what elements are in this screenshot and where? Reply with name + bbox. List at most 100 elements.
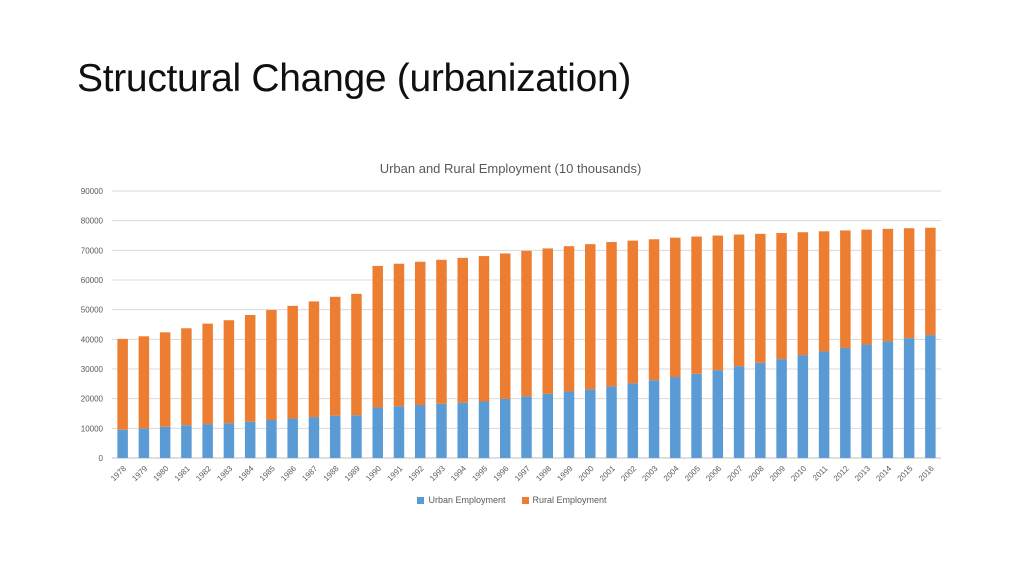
bar-2007-urban <box>733 366 745 458</box>
y-axis-tick-0: 0 <box>99 454 104 463</box>
bar-2006-urban <box>712 370 724 458</box>
bar-1998-urban <box>542 393 554 458</box>
bar-1995-rural <box>478 256 490 402</box>
bar-1978-rural <box>117 338 128 430</box>
bar-2015-urban <box>903 338 915 458</box>
x-axis-tick-2016: 2016 <box>917 464 936 483</box>
x-axis-tick-2012: 2012 <box>832 464 851 483</box>
bar-1990-urban <box>372 407 383 458</box>
bar-1981-urban <box>181 425 192 458</box>
legend-swatch-rural-icon <box>521 496 529 504</box>
legend-swatch-urban-icon <box>417 496 425 504</box>
legend-item-rural: Rural Employment <box>521 495 607 505</box>
x-axis-tick-1991: 1991 <box>385 464 404 483</box>
y-axis-tick-50000: 50000 <box>81 306 104 315</box>
bar-2016-rural <box>925 227 936 336</box>
bar-1996-rural <box>499 253 511 399</box>
bar-2000-urban <box>585 389 596 458</box>
x-axis-tick-1993: 1993 <box>428 464 447 483</box>
x-axis-tick-2004: 2004 <box>662 464 681 483</box>
y-axis-tick-80000: 80000 <box>81 217 104 226</box>
legend-item-urban: Urban Employment <box>417 495 506 505</box>
bar-1997-urban <box>521 396 532 458</box>
x-axis-tick-2002: 2002 <box>619 464 638 483</box>
bar-1978-urban <box>117 429 128 458</box>
bar-1992-urban <box>414 405 426 458</box>
bar-1996-urban <box>499 398 511 458</box>
bar-2016-urban <box>925 335 936 458</box>
x-axis-tick-1980: 1980 <box>152 464 171 483</box>
slide-title: Structural Change (urbanization) <box>77 57 632 100</box>
x-axis-tick-1994: 1994 <box>449 464 468 483</box>
y-axis-tick-40000: 40000 <box>81 335 104 344</box>
bar-1988-urban <box>329 415 341 458</box>
y-axis-tick-90000: 90000 <box>81 187 104 196</box>
bar-2014-rural <box>882 228 894 342</box>
bar-2002-urban <box>627 383 639 458</box>
bar-1994-rural <box>457 257 468 403</box>
x-axis-tick-1986: 1986 <box>279 464 298 483</box>
y-axis-tick-10000: 10000 <box>81 424 104 433</box>
bar-2007-rural <box>733 234 745 367</box>
bar-1980-rural <box>159 332 171 427</box>
legend-label-rural: Rural Employment <box>532 495 607 505</box>
bar-2006-rural <box>712 235 724 371</box>
x-axis-tick-2006: 2006 <box>704 464 723 483</box>
bar-2003-urban <box>648 380 660 458</box>
bar-2011-rural <box>818 231 830 352</box>
bar-2003-rural <box>648 239 660 381</box>
bar-1982-rural <box>202 323 213 425</box>
x-axis-tick-1998: 1998 <box>534 464 553 483</box>
bar-1991-urban <box>393 406 405 458</box>
bar-1986-rural <box>287 305 298 419</box>
chart-legend: Urban Employment Rural Employment <box>0 495 1024 505</box>
bar-1981-rural <box>181 328 192 426</box>
bar-2011-urban <box>818 351 830 458</box>
x-axis-tick-1985: 1985 <box>258 464 277 483</box>
bar-2001-rural <box>606 242 617 387</box>
bar-1988-rural <box>329 296 341 416</box>
bar-2005-rural <box>691 236 702 374</box>
y-axis-tick-30000: 30000 <box>81 365 104 374</box>
bar-1991-rural <box>393 263 405 407</box>
bar-2008-urban <box>755 362 766 458</box>
x-axis-tick-1981: 1981 <box>173 464 192 483</box>
bar-1987-urban <box>308 417 320 458</box>
bar-2004-rural <box>670 237 681 378</box>
x-axis-tick-1984: 1984 <box>237 464 256 483</box>
bar-2012-urban <box>840 347 851 458</box>
bar-1989-rural <box>351 293 362 416</box>
bar-1990-rural <box>372 265 383 408</box>
bar-1999-rural <box>563 246 575 392</box>
x-axis-tick-1990: 1990 <box>364 464 383 483</box>
bar-2013-rural <box>861 229 872 345</box>
x-axis-tick-1995: 1995 <box>470 464 489 483</box>
x-axis-tick-1999: 1999 <box>555 464 574 483</box>
x-axis-tick-1987: 1987 <box>300 464 319 483</box>
y-axis-tick-20000: 20000 <box>81 395 104 404</box>
x-axis-tick-1992: 1992 <box>407 464 426 483</box>
x-axis-tick-1982: 1982 <box>194 464 213 483</box>
x-axis-tick-2013: 2013 <box>853 464 872 483</box>
bar-1993-rural <box>436 259 447 404</box>
bar-1998-rural <box>542 248 554 394</box>
bar-1999-urban <box>563 391 575 458</box>
x-axis-tick-2001: 2001 <box>598 464 617 483</box>
bar-2013-urban <box>861 344 872 458</box>
bar-2010-rural <box>797 232 809 356</box>
bar-1980-urban <box>159 426 171 458</box>
bar-1979-rural <box>138 336 150 429</box>
x-axis-tick-2007: 2007 <box>726 464 745 483</box>
x-axis-tick-2003: 2003 <box>640 464 659 483</box>
bar-1985-urban <box>266 420 277 458</box>
bar-1987-rural <box>308 301 320 418</box>
x-axis-tick-2005: 2005 <box>683 464 702 483</box>
bar-1984-urban <box>244 421 256 458</box>
bar-1979-urban <box>138 428 150 458</box>
bar-2004-urban <box>670 377 681 458</box>
bar-2000-rural <box>585 244 596 390</box>
bar-1982-urban <box>202 424 213 458</box>
x-axis-tick-2000: 2000 <box>577 464 596 483</box>
